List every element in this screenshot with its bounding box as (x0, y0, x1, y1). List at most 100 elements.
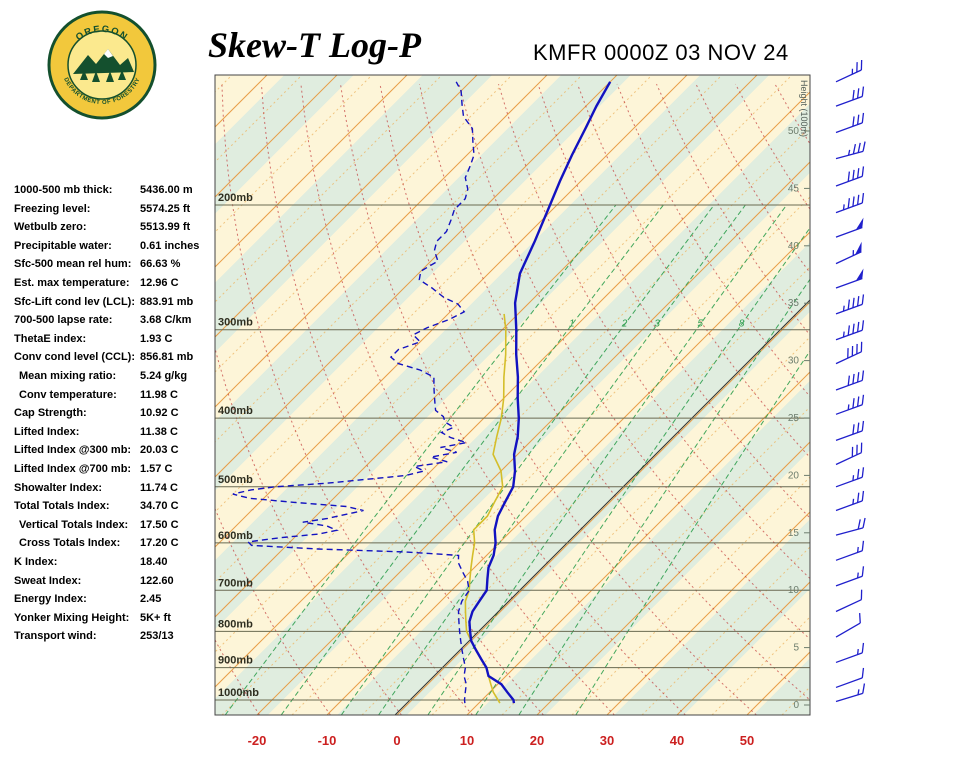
wind-barb (835, 442, 863, 466)
isotherm-line (215, 75, 513, 373)
isotherm-line (215, 75, 408, 268)
mixing-ratio-label: 1 (569, 319, 575, 330)
temp-axis-label: -20 (248, 733, 267, 748)
reference-line (394, 299, 810, 715)
dry-adiabat-line (215, 346, 402, 715)
isotherm-line (466, 371, 810, 715)
isotherm-line (215, 75, 758, 618)
index-value: 11.74 C (140, 481, 178, 494)
mixing-ratio-line (427, 204, 788, 715)
wind-barb (835, 370, 865, 391)
index-row: Sfc-500 mean rel hum: 66.63 % (14, 258, 180, 277)
index-label: Sfc-Lift cond lev (LCL): (14, 295, 135, 308)
isotherm-line (711, 616, 810, 715)
logo-tree (118, 70, 126, 80)
index-label: Transport wind: (14, 630, 97, 643)
index-label: K Index: (14, 556, 58, 568)
wind-barb (835, 490, 865, 512)
height-axis-label: 35 (788, 298, 800, 309)
wind-barb (835, 394, 865, 415)
dry-adiabat-line (577, 83, 810, 459)
index-value: 5513.99 ft (140, 221, 191, 234)
index-label: Conv cond level (CCL): (14, 351, 136, 364)
index-label: 1000-500 mb thick: (14, 184, 113, 196)
wind-barb (835, 517, 866, 536)
wind-barb (835, 112, 865, 134)
index-value: 66.63 % (140, 258, 181, 271)
dry-adiabat-line (774, 83, 810, 145)
index-label: Cap Strength: (14, 407, 87, 420)
height-axis-label: 15 (788, 528, 800, 539)
index-row: Transport wind: 253/13 (14, 630, 174, 649)
pressure-axis-label: 800mb (218, 618, 253, 630)
isotherm-line (215, 75, 583, 443)
isotherm-line (817, 75, 960, 715)
isotherm-line (215, 75, 303, 163)
dry-adiabat-line (854, 84, 960, 715)
index-value: 1.57 C (140, 463, 173, 475)
index-label: Sweat Index: (14, 574, 82, 587)
index-value: 5574.25 ft (140, 202, 191, 215)
dry-adiabat-line (221, 84, 473, 715)
isotherm-line (291, 196, 810, 715)
index-label: Total Totals Index: (14, 500, 110, 513)
isotherm-line (536, 441, 810, 715)
wind-barb (835, 467, 865, 488)
index-value: 1.93 C (140, 332, 173, 345)
index-label: Precipitable water: (14, 239, 112, 252)
dry-adiabat-line (815, 84, 960, 715)
isotherm-line (215, 75, 618, 478)
pressure-axis-label: 200mb (218, 192, 253, 204)
mixing-ratio-line (340, 204, 715, 715)
isotherm-line (256, 161, 810, 715)
wind-barb (835, 217, 864, 238)
index-label: Est. max temperature: (14, 277, 130, 289)
index-row: Cap Strength: 10.92 C (14, 407, 179, 426)
isotherm-line (215, 75, 688, 548)
pressure-axis-label: 700mb (218, 577, 253, 589)
wind-barb (835, 86, 865, 107)
index-row: Est. max temperature: 12.96 C (14, 277, 179, 296)
mixing-ratio-line (224, 204, 617, 715)
mixing-ratio-line (575, 350, 810, 715)
index-row: Freezing level: 5574.25 ft (14, 203, 190, 222)
isotherm-line (215, 75, 478, 338)
index-value: 883.91 mb (140, 295, 194, 308)
index-label: Wetbulb zero: (14, 221, 87, 234)
logo-tree (106, 71, 114, 82)
isotherm-line (326, 231, 810, 715)
index-row: Total Totals Index: 34.70 C (14, 500, 179, 519)
height-axis-label: 40 (788, 241, 800, 252)
index-label: Showalter Index: (14, 481, 103, 494)
index-row: Cross Totals Index: 17.20 C (14, 537, 179, 556)
index-value: 2.45 (140, 593, 162, 606)
index-value: 5K+ ft (140, 611, 171, 624)
index-value: 5436.00 m (140, 184, 193, 196)
index-row: Lifted Index: 11.38 C (14, 426, 178, 445)
height-axis-label: 0 (793, 700, 799, 711)
odf-logo-svg: OREGON DEPARTMENT OF FORESTRY (47, 10, 157, 120)
isotherm-line (571, 476, 810, 715)
index-row: Yonker Mixing Height: 5K+ ft (14, 612, 171, 631)
index-row: Showalter Index: 11.74 C (14, 481, 178, 501)
temp-axis-label: 50 (740, 733, 754, 748)
height-axis-label: 20 (788, 470, 800, 481)
isotherm-line (641, 546, 810, 715)
wetbulb-trace (464, 313, 507, 704)
mixing-ratio-label: 5 (697, 319, 703, 330)
index-label: Cross Totals Index: (19, 537, 121, 550)
index-row: 700-500 lapse rate: 3.68 C/km (14, 314, 191, 333)
logo-tree (92, 71, 100, 82)
temp-axis-label: 30 (600, 733, 614, 748)
index-row: Mean mixing ratio: 5.24 g/kg (14, 370, 187, 389)
isotherm-line (215, 75, 548, 408)
mixing-ratio-label: 3 (654, 319, 660, 330)
index-value: 0.61 inches (140, 239, 200, 252)
index-value: 253/13 (140, 630, 174, 643)
logo-snow-peak (104, 49, 113, 58)
index-row: ThetaE index: 1.93 C (14, 333, 172, 352)
wind-barb (835, 613, 861, 638)
odf-logo: OREGON DEPARTMENT OF FORESTRY (47, 10, 157, 120)
index-label: Energy Index: (14, 593, 87, 606)
